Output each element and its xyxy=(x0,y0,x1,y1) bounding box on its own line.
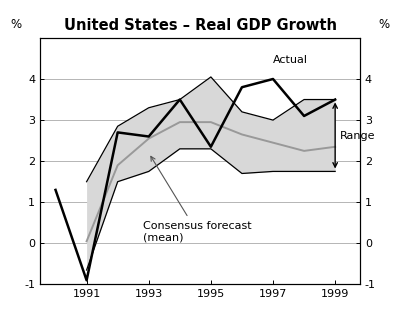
Text: Actual: Actual xyxy=(273,55,308,65)
Text: Range: Range xyxy=(340,131,375,141)
Text: %: % xyxy=(10,17,22,31)
Text: %: % xyxy=(378,17,390,31)
Title: United States – Real GDP Growth: United States – Real GDP Growth xyxy=(64,18,336,33)
Text: Consensus forecast
(mean): Consensus forecast (mean) xyxy=(142,156,251,242)
